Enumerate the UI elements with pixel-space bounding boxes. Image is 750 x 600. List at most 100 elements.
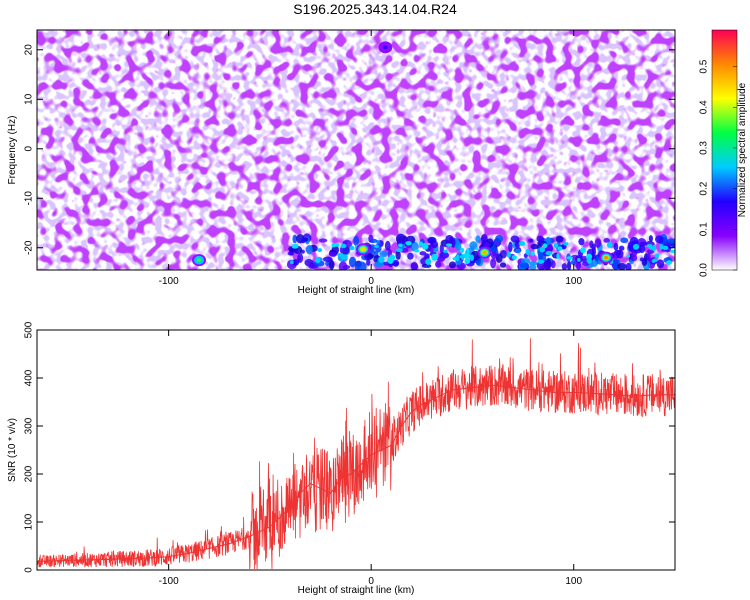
heatmap-band-blob xyxy=(436,256,446,262)
snr-y-axis-label: SNR (10 * v/v) xyxy=(7,418,18,482)
snr-data-point xyxy=(228,543,231,545)
heatmap-band-blob xyxy=(528,261,538,266)
heatmap-band-blob xyxy=(419,251,427,256)
heatmap-band-cyan xyxy=(378,256,385,263)
heatmap-band-cyan xyxy=(506,251,511,258)
heatmap-band-blob xyxy=(368,238,378,244)
heatmap-band-blob xyxy=(578,238,585,246)
heatmap-band-cyan xyxy=(666,260,673,265)
heatmap-band-blob xyxy=(543,260,552,270)
heatmap-band-blob xyxy=(555,235,564,243)
snr-data-point xyxy=(512,387,514,389)
heatmap-band-blob xyxy=(325,261,330,267)
heatmap-band-blob xyxy=(530,243,539,250)
snr-data-point xyxy=(400,425,403,427)
heatmap-band-blob xyxy=(490,258,497,269)
heatmap-band-blob xyxy=(570,260,577,265)
snr-frame xyxy=(36,329,676,571)
snr-y-tick-label: 300 xyxy=(24,417,35,434)
heatmap-band-blob xyxy=(292,234,298,244)
heatmap-band-blob xyxy=(630,254,638,262)
snr-data-point xyxy=(340,478,342,480)
snr-y-tick-label: 500 xyxy=(24,321,35,338)
heatmap-band-cyan xyxy=(466,248,470,254)
heatmap-band-cyan xyxy=(545,250,553,256)
heatmap-hotspots xyxy=(192,41,614,267)
heatmap-band-blob xyxy=(318,238,328,243)
heatmap-x-tick-label: -100 xyxy=(159,276,179,287)
heatmap-band-blob xyxy=(297,253,304,263)
heatmap-band-cyan xyxy=(606,242,613,249)
heatmap-band-cyan xyxy=(461,254,465,261)
colorbar: 0.0 0.1 0.2 0.3 0.4 0.5 Normalized spectral a… xyxy=(699,29,748,277)
heatmap-band-blob xyxy=(475,235,481,244)
colorbar-fill xyxy=(712,30,737,270)
heatmap-band-cyan xyxy=(537,259,545,264)
snr-data-point xyxy=(279,516,281,518)
snr-data-point xyxy=(431,399,433,401)
heatmap-low-frequency-band xyxy=(286,233,675,270)
heatmap-band-blob xyxy=(495,234,504,243)
heatmap-band-cyan xyxy=(463,252,470,259)
heatmap-band-cyan xyxy=(530,250,535,256)
heatmap-band-cyan xyxy=(290,260,294,265)
heatmap-band-cyan xyxy=(340,254,348,261)
heatmap-band-blob xyxy=(550,260,556,269)
colorbar-tick-label: 0.3 xyxy=(699,141,710,155)
snr-data-point xyxy=(360,463,362,465)
heatmap-band-cyan xyxy=(542,243,548,249)
snr-data-point xyxy=(633,395,636,397)
heatmap-band-blob xyxy=(445,234,454,245)
heatmap-y-tick-label: -10 xyxy=(24,191,35,206)
heatmap-band-blob xyxy=(618,245,625,251)
heatmap-band-blob xyxy=(648,235,653,243)
heatmap-band-cyan xyxy=(632,243,640,250)
snr-data-point xyxy=(107,558,109,561)
heatmap-band-blob xyxy=(655,235,664,244)
colorbar-tick-label: 0.1 xyxy=(699,222,710,236)
heatmap-texture xyxy=(37,30,675,270)
heatmap-band-blob xyxy=(639,241,648,246)
heatmap-band-blob xyxy=(508,241,513,253)
heatmap-band-cyan xyxy=(455,254,460,262)
heatmap-band-cyan xyxy=(317,248,323,253)
heatmap-band-blob xyxy=(367,253,375,259)
heatmap-band-cyan xyxy=(580,247,586,254)
heatmap-band-cyan xyxy=(398,243,403,248)
snr-data-point xyxy=(573,391,575,393)
colorbar-frame xyxy=(711,29,738,271)
heatmap-band-blob xyxy=(591,243,596,251)
heatmap-band-blob xyxy=(528,238,534,243)
heatmap-band-cyan xyxy=(651,259,656,263)
heatmap-band-cyan xyxy=(659,243,664,250)
snr-data-point xyxy=(451,389,453,391)
heatmap-band-blob xyxy=(455,241,462,251)
heatmap-band-cyan xyxy=(648,244,653,251)
heatmap-band-cyan xyxy=(414,249,420,253)
heatmap-hotspot xyxy=(383,45,388,50)
snr-data-point xyxy=(411,411,413,413)
snr-series-line xyxy=(37,384,675,562)
heatmap-band-blob xyxy=(338,261,348,270)
heatmap-band-blob xyxy=(469,241,478,250)
heatmap-hotspot xyxy=(196,258,202,262)
heatmap-band-blob xyxy=(603,237,611,243)
snr-data-point xyxy=(319,487,322,489)
heatmap-band-blob xyxy=(322,256,333,263)
heatmap-x-axis-label: Height of straight line (km) xyxy=(298,285,415,296)
heatmap-hotspot xyxy=(482,250,487,255)
colorbar-ticks: 0.0 0.1 0.2 0.3 0.4 0.5 xyxy=(699,59,737,277)
heatmap-band-cyan xyxy=(314,257,321,264)
heatmap-band-cyan xyxy=(443,249,448,253)
heatmap-band-blob xyxy=(499,262,507,268)
snr-data-point xyxy=(380,449,382,451)
snr-data-point xyxy=(421,403,423,405)
snr-data-point xyxy=(289,507,291,509)
heatmap-frame xyxy=(36,29,676,271)
colorbar-tick-label: 0.5 xyxy=(699,59,710,73)
heatmap-band-cyan xyxy=(566,256,573,260)
heatmap-band-blob xyxy=(329,251,337,256)
heatmap-x-tick-label: 0 xyxy=(368,276,374,287)
heatmap-band-blob xyxy=(561,263,568,270)
